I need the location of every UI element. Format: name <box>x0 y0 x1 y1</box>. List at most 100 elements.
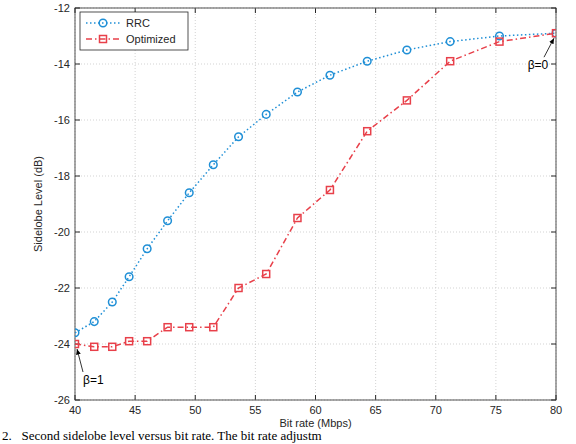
point <box>125 273 133 281</box>
point <box>144 338 151 345</box>
annotation-arrow <box>77 349 83 372</box>
y-grid <box>75 64 556 65</box>
x-grid <box>495 8 496 400</box>
y-tick-label: -20 <box>54 226 70 238</box>
point <box>403 97 410 104</box>
legend-marker <box>99 19 107 27</box>
annotation: β=0 <box>528 58 549 72</box>
point <box>185 189 193 197</box>
x-tick <box>255 395 256 400</box>
point <box>403 46 411 54</box>
point <box>446 38 454 46</box>
y-grid <box>75 232 556 233</box>
chart: 40 45 50 55 60 65 70 75 80 -26 -24 -22 -20 -18 -16 -14 -… <box>0 0 576 444</box>
y-tick-label: -12 <box>54 2 70 14</box>
legend-box <box>80 12 188 50</box>
y-tick <box>551 64 556 65</box>
point <box>263 271 270 278</box>
y-grid <box>75 176 556 177</box>
x-grid <box>255 8 256 400</box>
x-grid <box>375 8 376 400</box>
point <box>209 161 217 169</box>
y-tick-label: -16 <box>54 114 70 126</box>
y-tick <box>75 288 80 289</box>
x-tick <box>435 8 436 13</box>
point <box>326 187 333 194</box>
x-tick <box>495 395 496 400</box>
x-tick-label: 60 <box>309 404 321 416</box>
y-tick <box>75 176 80 177</box>
point <box>552 29 556 37</box>
y-axis-label: Sidelobe Level (dB) <box>32 156 44 252</box>
point <box>235 133 243 141</box>
point <box>294 215 301 222</box>
point <box>75 341 79 348</box>
caption: 2. Second sidelobe level versus bit rate… <box>2 428 322 443</box>
y-tick <box>551 120 556 121</box>
x-tick <box>435 395 436 400</box>
y-tick <box>551 288 556 289</box>
x-tick-label: 55 <box>249 404 261 416</box>
x-tick <box>375 8 376 13</box>
point <box>164 324 171 331</box>
x-tick-label: 70 <box>430 404 442 416</box>
x-grid <box>315 8 316 400</box>
y-tick-label: -24 <box>54 338 70 350</box>
x-tick-label: 75 <box>490 404 502 416</box>
x-tick <box>495 8 496 13</box>
x-tick <box>135 395 136 400</box>
legend-line <box>86 22 120 24</box>
point <box>91 343 98 350</box>
x-grid <box>195 8 196 400</box>
point <box>90 318 98 326</box>
y-tick-label: -18 <box>54 170 70 182</box>
y-tick-label: -14 <box>54 58 70 70</box>
point <box>294 88 302 96</box>
point <box>364 128 371 135</box>
x-tick <box>375 395 376 400</box>
point <box>108 298 116 306</box>
y-tick <box>75 120 80 121</box>
x-grid <box>135 8 136 400</box>
x-tick <box>255 8 256 13</box>
x-tick <box>315 8 316 13</box>
annotation: β=1 <box>83 373 104 387</box>
data-group <box>75 29 556 350</box>
point <box>447 58 454 65</box>
point <box>553 30 557 37</box>
series-line <box>75 33 556 347</box>
point <box>109 343 116 350</box>
y-tick <box>551 232 556 233</box>
point <box>210 324 217 331</box>
x-tick <box>195 395 196 400</box>
y-tick-label: -26 <box>54 394 70 406</box>
y-tick-label: -22 <box>54 282 70 294</box>
x-tick <box>315 395 316 400</box>
point <box>363 57 371 65</box>
point <box>496 38 503 45</box>
x-tick-label: 45 <box>129 404 141 416</box>
point <box>235 285 242 292</box>
point <box>326 71 334 79</box>
point <box>186 324 193 331</box>
x-tick-label: 80 <box>550 404 562 416</box>
plot-frame <box>75 8 556 400</box>
x-tick-label: 65 <box>370 404 382 416</box>
y-grid <box>75 120 556 121</box>
y-grid <box>75 288 556 289</box>
x-tick-label: 50 <box>189 404 201 416</box>
point <box>75 329 79 337</box>
legend-line <box>86 38 120 40</box>
y-tick <box>75 232 80 233</box>
x-tick-label: 40 <box>69 404 81 416</box>
y-tick <box>75 64 80 65</box>
annotation-arrow <box>544 38 554 57</box>
point <box>262 111 270 119</box>
series-line <box>75 33 556 333</box>
y-tick <box>551 176 556 177</box>
point <box>164 217 172 225</box>
legend-label: RRC <box>126 17 150 29</box>
point <box>126 338 133 345</box>
x-grid <box>435 8 436 400</box>
legend-marker <box>100 36 107 43</box>
